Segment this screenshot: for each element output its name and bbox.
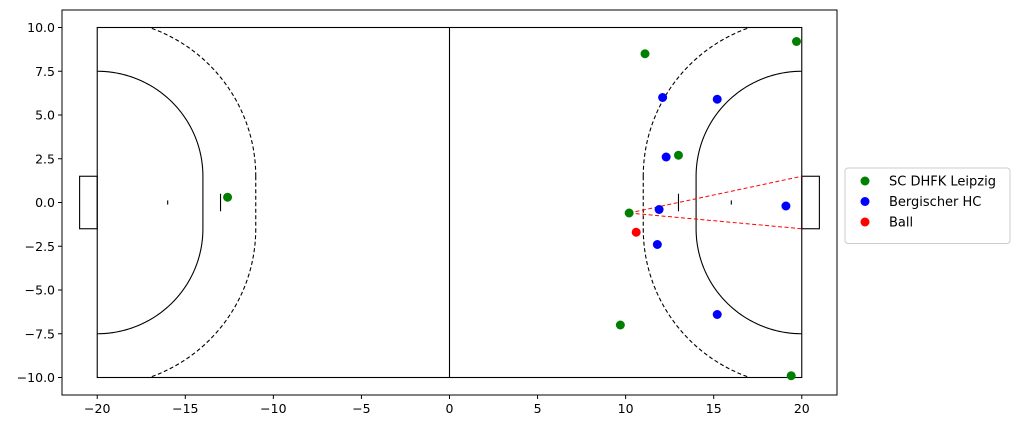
legend-label: SC DHFK Leipzig: [889, 175, 996, 190]
legend-marker: [860, 217, 870, 227]
data-point-sc-dhfk-leipzig: [624, 208, 634, 218]
data-point-sc-dhfk-leipzig: [786, 371, 796, 381]
shooting-lines: [629, 175, 802, 230]
y-tick-label: 10.0: [27, 20, 55, 35]
y-tick-label: −2.5: [25, 239, 55, 254]
data-point-bergischer-hc: [654, 205, 664, 214]
legend-marker: [860, 197, 870, 206]
y-tick-label: −10.0: [17, 370, 55, 385]
shooting-line: [629, 175, 802, 214]
x-tick-label: 20: [794, 401, 810, 416]
data-point-ball: [631, 227, 641, 237]
data-point-bergischer-hc: [658, 93, 668, 102]
y-tick-label: 0.0: [35, 195, 55, 210]
data-point-bergischer-hc: [712, 94, 722, 104]
x-tick-label: 10: [618, 401, 634, 416]
x-tick-label: −20: [84, 401, 110, 416]
data-point-sc-dhfk-leipzig: [223, 192, 233, 202]
shooting-line: [629, 212, 802, 230]
x-tick-label: −10: [260, 401, 286, 416]
y-tick-label: −5.0: [25, 283, 55, 298]
legend-box: [844, 167, 1011, 244]
data-point-sc-dhfk-leipzig: [615, 320, 625, 330]
handball-court: [79, 26, 820, 379]
legend-label: Ball: [889, 216, 913, 231]
y-tick-label: 5.0: [35, 108, 55, 123]
legend-marker: [860, 176, 870, 186]
x-tick-label: 5: [534, 401, 542, 416]
player-points: [223, 37, 801, 381]
y-tick-label: 7.5: [35, 64, 55, 79]
data-point-bergischer-hc: [652, 240, 662, 249]
right-goal-area-line: [695, 70, 802, 335]
x-axis: −20 −15 −10 −5 0 5 10 15 20: [84, 395, 810, 416]
data-point-bergischer-hc: [661, 152, 671, 162]
left-free-throw-line: [149, 27, 257, 378]
right-free-throw-line: [642, 27, 750, 378]
y-axis: 10.0 7.5 5.0 2.5 0.0 −2.5 −5.0 −7.5 −10.0: [17, 20, 62, 385]
x-tick-label: −5: [352, 401, 370, 416]
data-point-sc-dhfk-leipzig: [640, 49, 650, 59]
x-tick-label: 15: [706, 401, 722, 416]
data-point-bergischer-hc: [781, 201, 791, 211]
left-goal: [79, 175, 98, 230]
left-goal-area-line: [97, 70, 204, 335]
y-tick-label: 2.5: [35, 151, 55, 166]
data-point-sc-dhfk-leipzig: [673, 150, 683, 160]
x-tick-label: 0: [446, 401, 454, 416]
right-goal: [801, 175, 820, 230]
x-tick-label: −15: [172, 401, 198, 416]
data-point-sc-dhfk-leipzig: [791, 37, 801, 46]
data-point-bergischer-hc: [712, 310, 722, 319]
legend: SC DHFK Leipzig Bergischer HC Ball: [844, 167, 1011, 244]
legend-label: Bergischer HC: [889, 195, 981, 210]
y-tick-label: −7.5: [25, 326, 55, 341]
